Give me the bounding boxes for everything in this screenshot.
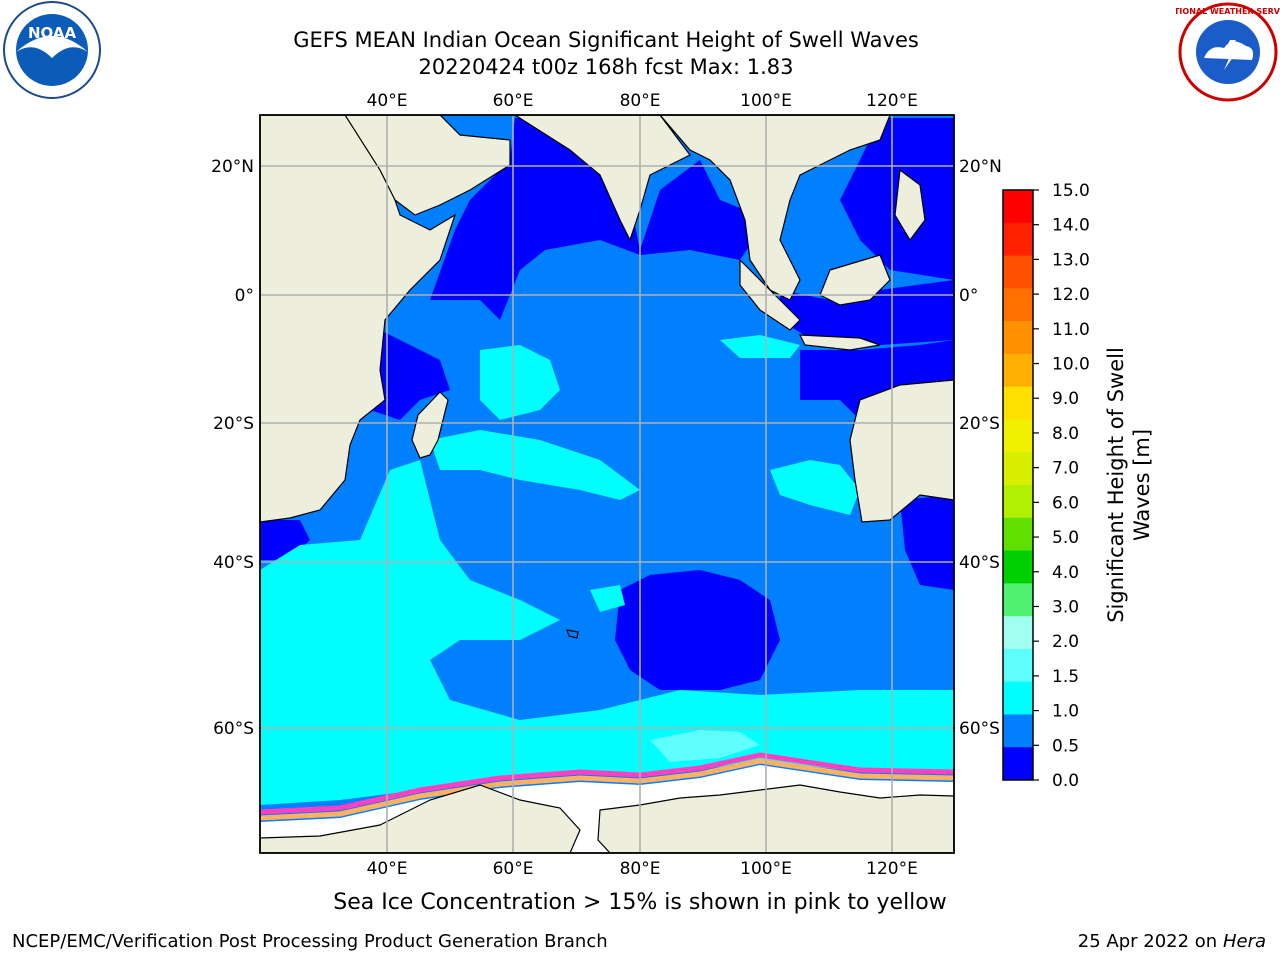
colorbar-tick-label: 12.0 (1052, 285, 1090, 305)
lon-label: 120°E (866, 91, 918, 111)
colorbar-swatch (1003, 386, 1033, 420)
colorbar-swatch (1003, 550, 1033, 584)
footer-date: 25 Apr 2022 on (1077, 931, 1223, 952)
colorbar-tick-label: 7.0 (1052, 459, 1079, 479)
sea-ice-caption: Sea Ice Concentration > 15% is shown in … (333, 890, 947, 915)
lon-labels-top: 40°E 60°E 80°E 100°E 120°E (367, 91, 918, 111)
lon-label: 100°E (740, 91, 792, 111)
colorbar-swatch (1003, 321, 1033, 355)
moderate-swell-areas (260, 335, 954, 805)
higher-swell-areas (650, 730, 760, 762)
antarctica-east (597, 784, 954, 853)
lon-label: 80°E (620, 859, 661, 879)
colorbar-swatch (1003, 681, 1033, 715)
map-gridlines (260, 115, 954, 853)
antarctica-west (260, 784, 581, 853)
colorbar-swatch (1003, 747, 1033, 781)
southeast-asia (659, 115, 891, 301)
map-subtitle: 20220424 t00z 168h fcst Max: 1.83 (418, 55, 794, 79)
lat-labels-left: 20°N 0° 20°S 40°S 60°S (211, 157, 254, 739)
india (513, 115, 691, 242)
colorbar-tick-label: 1.0 (1052, 702, 1079, 722)
colorbar-tick-label: 1.5 (1052, 667, 1079, 687)
australia (849, 379, 954, 523)
colorbar-tick-label: 11.0 (1052, 320, 1090, 340)
map-frame (259, 114, 955, 854)
colorbar-swatch (1003, 517, 1033, 552)
java (799, 334, 881, 351)
colorbar-tick-label: 10.0 (1052, 355, 1090, 375)
lon-label: 80°E (620, 91, 661, 111)
colorbar-label-line1: Significant Height of Swell (1104, 347, 1128, 623)
colorbar (1003, 190, 1033, 781)
nws-logo: NATIONAL WEATHER SERVICE (1176, 2, 1280, 102)
noaa-logo: NOAA (3, 1, 101, 99)
lat-label: 0° (959, 286, 978, 306)
lat-label: 60°S (959, 719, 1000, 739)
lon-label: 120°E (866, 859, 918, 879)
lon-label: 40°E (367, 859, 408, 879)
colorbar-tick-label: 8.0 (1052, 424, 1079, 444)
colorbar-tick-label: 5.0 (1052, 528, 1079, 548)
colorbar-swatch (1003, 648, 1033, 683)
colorbar-tick-label: 14.0 (1052, 216, 1090, 236)
lat-label: 40°S (213, 553, 254, 573)
lat-label: 0° (235, 286, 254, 306)
colorbar-swatch (1003, 714, 1033, 748)
colorbar-swatch (1003, 190, 1033, 224)
footer-credit: NCEP/EMC/Verification Post Processing Pr… (12, 931, 608, 952)
colorbar-tick-label: 4.0 (1052, 563, 1079, 583)
map-title: GEFS MEAN Indian Ocean Significant Heigh… (293, 28, 919, 52)
colorbar-tick-label: 13.0 (1052, 250, 1090, 270)
colorbar-swatch (1003, 616, 1033, 650)
footer-timestamp: 25 Apr 2022 on Hera (1078, 931, 1266, 952)
lon-label: 40°E (367, 91, 408, 111)
colorbar-frame (1002, 189, 1034, 781)
lat-label: 60°S (213, 719, 254, 739)
colorbar-ticks: 15.0 14.0 13.0 12.0 11.0 10.0 9.0 8.0 7.0 6.0 5.0 4… (1033, 181, 1090, 791)
colorbar-swatch (1003, 353, 1033, 388)
colorbar-swatch (1003, 583, 1033, 617)
colorbar-swatch (1003, 419, 1033, 453)
colorbar-swatch (1003, 222, 1033, 257)
lat-labels-right: 20°N 0° 20°S 40°S 60°S (959, 157, 1002, 739)
lon-labels-bottom: 40°E 60°E 80°E 100°E 120°E (367, 859, 918, 879)
philippines (894, 168, 926, 242)
colorbar-tick-label: 9.0 (1052, 389, 1079, 409)
noaa-logo-text: NOAA (28, 24, 77, 42)
madagascar (411, 391, 449, 459)
lat-label: 20°S (213, 414, 254, 434)
colorbar-tick-label: 6.0 (1052, 493, 1079, 513)
colorbar-tick-label: 0.5 (1052, 736, 1079, 756)
lat-label: 20°S (959, 414, 1000, 434)
lat-label: 20°N (211, 157, 254, 177)
colorbar-tick-label: 15.0 (1052, 181, 1090, 201)
map-canvas (260, 115, 954, 853)
lon-label: 60°E (493, 91, 534, 111)
sea-ice-edge (260, 752, 954, 821)
colorbar-swatch (1003, 452, 1033, 486)
lon-label: 60°E (493, 859, 534, 879)
colorbar-label-line2: Waves [m] (1130, 429, 1154, 541)
colorbar-tick-label: 3.0 (1052, 597, 1079, 617)
colorbar-tick-label: 2.0 (1052, 632, 1079, 652)
kerguelen-island (566, 629, 579, 639)
nws-logo-text: NATIONAL WEATHER SERVICE (1176, 7, 1280, 16)
lat-label: 20°N (959, 157, 1002, 177)
lat-label: 40°S (959, 553, 1000, 573)
colorbar-swatch (1003, 288, 1033, 322)
footer-host: Hera (1222, 931, 1266, 952)
colorbar-swatch (1003, 255, 1033, 289)
colorbar-tick-label: 0.0 (1052, 771, 1079, 791)
colorbar-swatch (1003, 485, 1033, 519)
lon-label: 100°E (740, 859, 792, 879)
